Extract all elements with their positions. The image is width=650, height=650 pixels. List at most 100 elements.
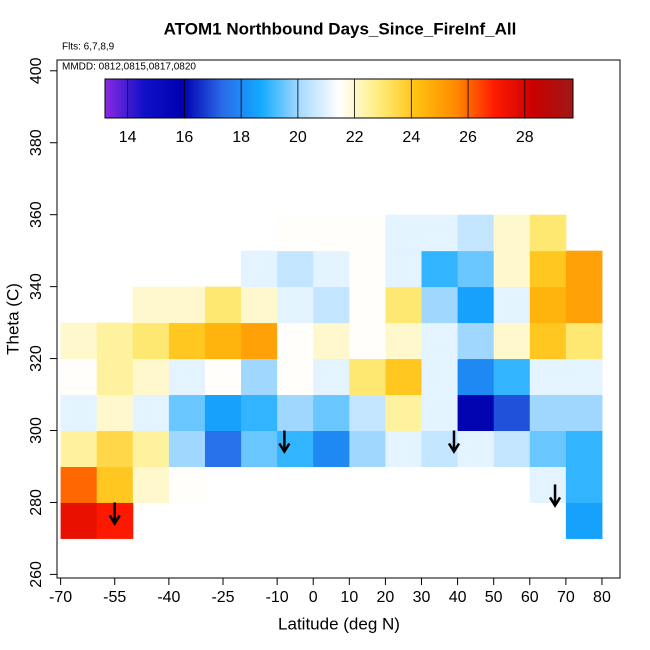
heat-cell (241, 322, 278, 360)
heat-cell (457, 214, 495, 252)
heat-cell (457, 430, 495, 467)
heat-cell (277, 358, 314, 396)
x-tick-label: 40 (449, 589, 467, 606)
y-tick-label: 320 (28, 345, 45, 372)
y-tick-label: 300 (28, 417, 45, 444)
heat-cell (457, 250, 495, 288)
heat-cell (421, 250, 459, 288)
colorbar-tick-label: 22 (346, 129, 364, 146)
heat-cell (168, 466, 206, 503)
flights-note: Flts: 6,7,8,9 (62, 42, 115, 53)
heat-cell (241, 430, 278, 467)
heat-cell (565, 502, 603, 539)
heat-cell (277, 214, 314, 252)
heat-cell (313, 394, 350, 432)
heat-cell (204, 358, 242, 396)
colorbar-tick-label: 20 (289, 129, 307, 146)
colorbar-tick-label: 16 (176, 129, 194, 146)
heat-cell (313, 430, 350, 467)
heat-cell (241, 250, 278, 288)
heat-cell (96, 466, 134, 503)
heat-cell (565, 394, 603, 432)
heat-cell (60, 358, 98, 396)
x-tick-label: 10 (340, 589, 358, 606)
heat-cell (313, 250, 350, 288)
heat-cell (132, 322, 170, 360)
heat-cell (421, 214, 459, 252)
arrow-head (548, 496, 562, 508)
heat-cell (421, 322, 459, 360)
heat-cell (277, 250, 314, 288)
heat-cell (277, 322, 314, 360)
heat-cell (313, 286, 350, 324)
x-tick-label: 20 (377, 589, 395, 606)
heat-cell (421, 358, 459, 396)
heat-cell (349, 322, 386, 360)
y-tick-label: 400 (28, 57, 45, 84)
y-axis-title: Theta (C) (3, 283, 22, 355)
marker-arrow (447, 430, 461, 454)
heat-cell (349, 250, 386, 288)
heat-cell (132, 286, 170, 324)
arrow-head (447, 442, 461, 454)
colorbar-tick-label: 28 (516, 129, 534, 146)
heat-cell (457, 286, 495, 324)
heat-cell (493, 250, 531, 288)
x-axis-title: Latitude (deg N) (278, 614, 400, 633)
marker-arrow (278, 430, 291, 454)
heat-cell (313, 322, 350, 360)
marker-arrow (108, 502, 121, 526)
heat-cell (421, 394, 459, 432)
heat-cell (132, 394, 170, 432)
heat-cell (204, 286, 242, 324)
colorbar (104, 78, 574, 119)
x-tick-label: 0 (309, 589, 318, 606)
heat-cell (529, 322, 567, 360)
x-tick-label: 60 (521, 589, 539, 606)
heat-cell (96, 322, 134, 360)
heat-cell (457, 358, 495, 396)
x-tick-label: -55 (103, 589, 126, 606)
x-tick-label: 70 (557, 589, 575, 606)
chart-title: ATOM1 Northbound Days_Since_FireInf_All (164, 19, 517, 38)
heat-cell (132, 358, 170, 396)
heat-cell (204, 394, 242, 432)
heat-cell (60, 322, 98, 360)
heat-cell (493, 286, 531, 324)
heat-cell (349, 394, 386, 432)
heat-cell (385, 394, 423, 432)
heat-cell (168, 394, 206, 432)
heat-cell (60, 430, 98, 467)
heat-cell (204, 430, 242, 467)
heat-cell (457, 394, 495, 432)
heat-cell (96, 358, 134, 396)
heat-cell (493, 430, 531, 467)
heat-cell (385, 358, 423, 396)
heat-cell (529, 358, 567, 396)
heat-cell (277, 394, 314, 432)
heat-cell (565, 286, 603, 324)
x-tick-label: -70 (49, 589, 72, 606)
heat-cell (60, 502, 98, 539)
heat-cell (241, 358, 278, 396)
heat-cell (565, 358, 603, 396)
heat-cell (493, 322, 531, 360)
heat-cell (204, 322, 242, 360)
y-tick-label: 260 (28, 561, 45, 588)
heat-cell (96, 394, 134, 432)
heat-cell (565, 430, 603, 467)
heat-cell (529, 394, 567, 432)
heat-cell (565, 322, 603, 360)
x-tick-label: 80 (593, 589, 611, 606)
colorbar-tick-label: 14 (119, 129, 137, 146)
heat-cell (168, 286, 206, 324)
colorbar-tick-label: 26 (459, 129, 477, 146)
arrow-head (278, 442, 291, 454)
heat-cell (385, 250, 423, 288)
heat-cell (529, 286, 567, 324)
heat-cell (565, 466, 603, 503)
heat-cell (421, 286, 459, 324)
heat-cell (565, 250, 603, 288)
heat-cell (60, 466, 98, 503)
